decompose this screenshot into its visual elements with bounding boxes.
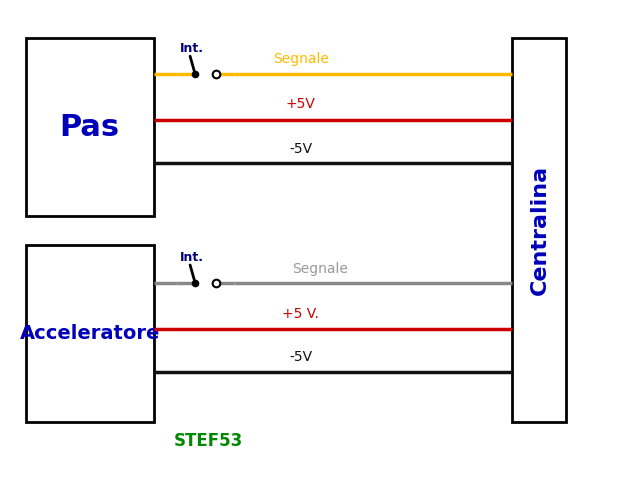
Text: Int.: Int. <box>180 42 204 55</box>
Text: Segnale: Segnale <box>292 262 348 276</box>
Bar <box>512 38 566 422</box>
Text: +5 V.: +5 V. <box>282 307 319 321</box>
Text: Acceleratore: Acceleratore <box>19 324 160 343</box>
Text: -5V: -5V <box>289 350 312 364</box>
Text: Int.: Int. <box>180 251 204 264</box>
Bar <box>26 245 154 422</box>
Text: Pas: Pas <box>60 113 120 142</box>
Text: STEF53: STEF53 <box>173 432 243 450</box>
Bar <box>26 38 154 216</box>
Text: +5V: +5V <box>286 97 316 111</box>
Text: Segnale: Segnale <box>273 52 329 66</box>
Text: Centralina: Centralina <box>529 165 550 296</box>
Text: -5V: -5V <box>289 142 312 156</box>
